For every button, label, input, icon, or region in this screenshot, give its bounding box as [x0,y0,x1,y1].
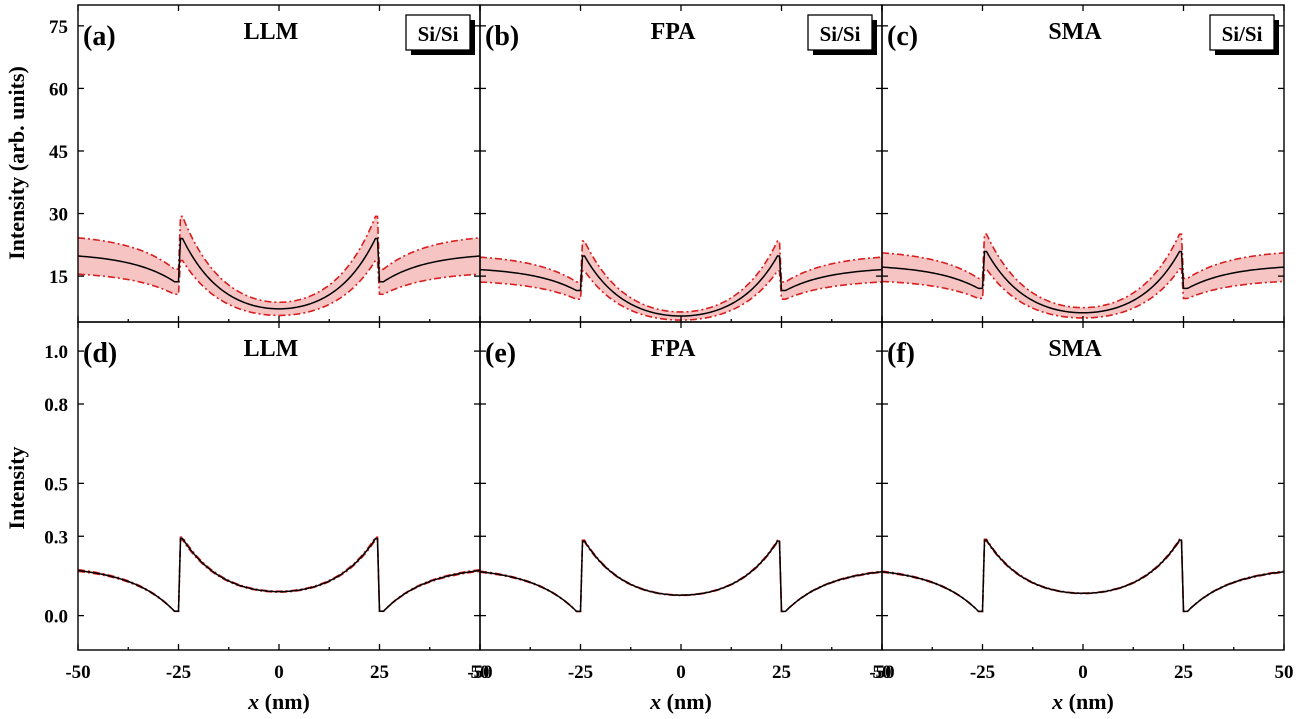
x-tick-label: 50 [873,662,892,683]
uncertainty-band [480,540,882,612]
badge-text: Si/Si [418,22,459,46]
upper-bound-line [882,538,1284,613]
lower-bound-line [882,540,1284,613]
uncertainty-band [882,234,1284,318]
upper-bound-line [78,215,480,304]
uncertainty-band [480,241,882,321]
mean-intensity-line [882,539,1284,613]
x-axis-title-3: x (nm) [1051,689,1114,714]
y-tick-label: 60 [49,79,68,100]
y-tick-label: 30 [49,205,68,226]
x-tick-label: -25 [166,662,191,683]
lower-bound-line [882,268,1284,319]
material-badge-c: Si/Si [1209,14,1279,55]
mean-intensity-line [78,237,480,310]
y-tick-label: 15 [49,267,68,288]
badge-text: Si/Si [1222,22,1263,46]
material-badge-a: Si/Si [405,14,475,55]
method-label-a: LLM [244,19,299,45]
x-tick-label: 50 [471,662,490,683]
x-axis-ticks: -50 -25 0 25 50-50 -25 0 25 50-50 -25 0 25 50 [65,662,1293,683]
panel-a: (a) LLM Si/Si [77,5,481,322]
mean-intensity-line [78,537,480,612]
mean-intensity-line [480,540,882,613]
x-axis-title-1: x (nm) [247,689,310,714]
upper-bound-line [882,233,1284,309]
panel-frames [77,4,1285,651]
y-axis-ticks: 15 30 45 60 75 0.0 0.3 0.5 0.8 1.0 [44,17,68,628]
badge-text: Si/Si [820,22,861,46]
method-label-d: LLM [244,336,299,362]
panel-e: (e) FPA [479,322,883,650]
method-label-f: SMA [1048,336,1102,362]
x-tick-label: -50 [65,662,90,683]
panel-c: (c) SMA Si/Si [881,5,1285,322]
x-tick-label: -25 [568,662,593,683]
panel-frame-d [77,321,481,651]
panel-label-e: (e) [485,338,516,369]
x-axis-title-2: x (nm) [649,689,712,714]
x-tick-label: 0 [676,662,686,683]
upper-bound-line [480,240,882,313]
y-axis-title-bottom: Intensity [4,446,29,529]
y-tick-label: 0.5 [44,474,68,495]
upper-bound-line [78,536,480,612]
x-tick-label: 0 [274,662,284,683]
lower-bound-line [78,539,480,613]
y-tick-label: 75 [49,17,68,38]
x-tick-label: 25 [772,662,791,683]
material-badge-b: Si/Si [807,14,877,55]
y-tick-label: 1.0 [44,342,68,363]
x-tick-label: -50 [467,662,492,683]
x-tick-label: 50 [1275,662,1294,683]
panel-d: (d) LLM [77,322,481,650]
x-tick-label: 25 [1174,662,1193,683]
method-label-c: SMA [1048,19,1102,45]
uncertainty-band [78,537,480,612]
panel-b: (b) FPA Si/Si [479,5,883,322]
panel-f: (f) SMA [881,322,1285,650]
panel-label-d: (d) [83,338,117,369]
x-tick-label: -25 [970,662,995,683]
panel-frame-e [479,321,883,651]
method-label-e: FPA [651,336,697,362]
panel-label-b: (b) [485,21,519,52]
uncertainty-band [882,539,1284,612]
panel-label-f: (f) [887,338,915,369]
panels: (a) LLM Si/Si (b) FPA Si/Si (c) SMA Si/Si(d) LLM(… [77,5,1285,650]
x-tick-label: 25 [370,662,389,683]
lower-bound-line [480,541,882,613]
y-tick-label: 0.8 [44,395,68,416]
lower-bound-line [78,259,480,317]
mean-intensity-line [882,250,1284,314]
panel-label-c: (c) [887,21,918,52]
panel-label-a: (a) [83,21,116,52]
x-tick-label: 0 [1078,662,1088,683]
y-tick-label: 0.3 [44,527,68,548]
y-tick-label: 45 [49,142,68,163]
upper-bound-line [480,539,882,613]
panel-frame-f [881,321,1285,651]
y-tick-label: 0.0 [44,607,68,628]
x-tick-label: -50 [869,662,894,683]
y-axis-title-top: Intensity (arb. units) [4,66,29,260]
method-label-b: FPA [651,19,697,45]
